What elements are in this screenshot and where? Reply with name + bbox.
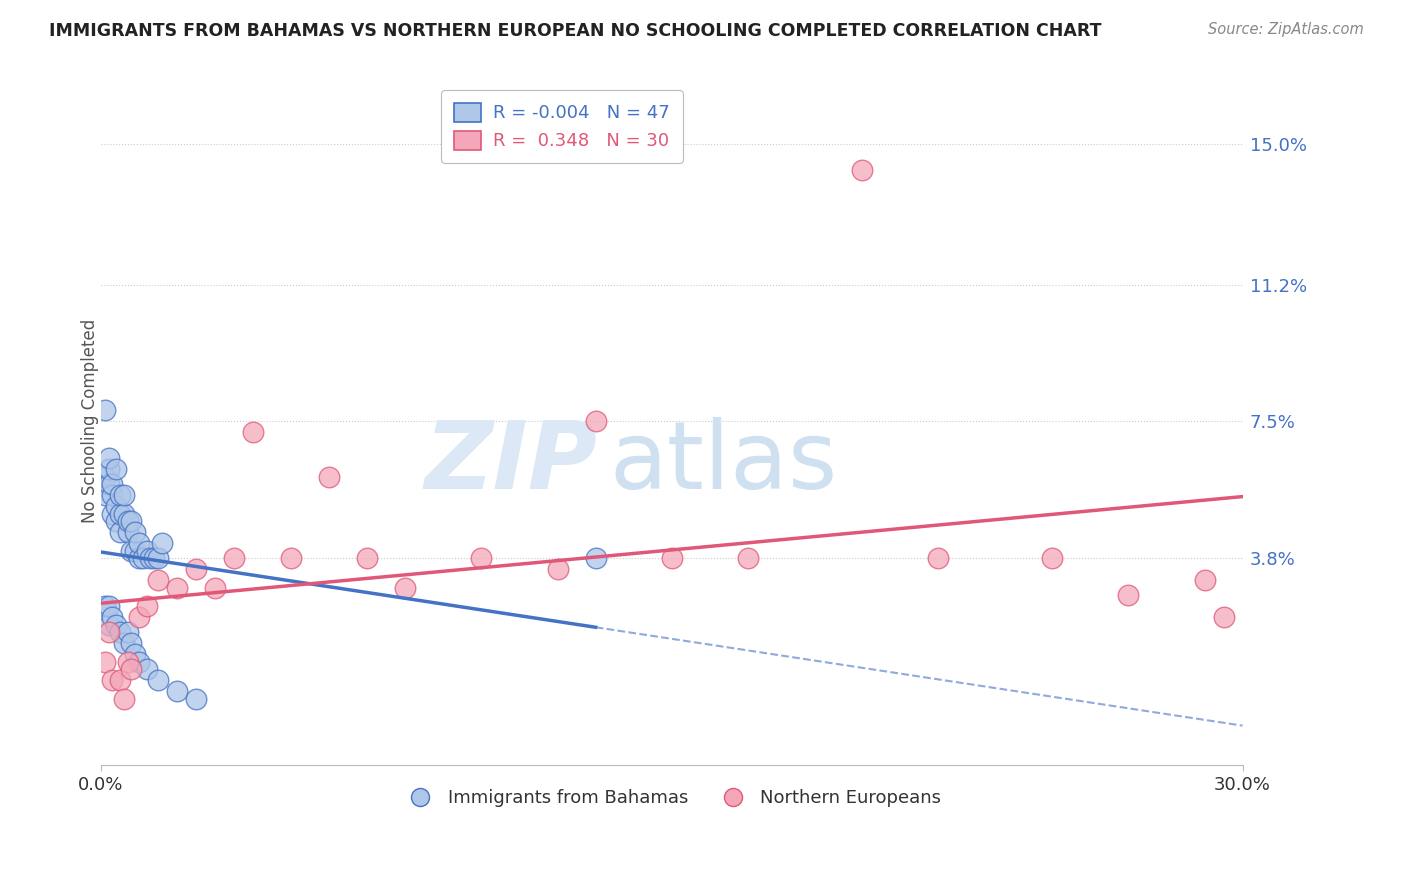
Point — [132, 551, 155, 566]
Point — [166, 581, 188, 595]
Point — [120, 543, 142, 558]
Point — [108, 525, 131, 540]
Point — [135, 662, 157, 676]
Point — [135, 599, 157, 614]
Point — [97, 462, 120, 476]
Point — [1118, 588, 1140, 602]
Point — [97, 617, 120, 632]
Point — [120, 636, 142, 650]
Point — [124, 647, 146, 661]
Point — [318, 470, 340, 484]
Point — [280, 551, 302, 566]
Point — [117, 525, 139, 540]
Point — [1194, 574, 1216, 588]
Point — [184, 691, 207, 706]
Point — [124, 525, 146, 540]
Point — [97, 625, 120, 640]
Point — [224, 551, 246, 566]
Point — [94, 403, 117, 417]
Text: IMMIGRANTS FROM BAHAMAS VS NORTHERN EUROPEAN NO SCHOOLING COMPLETED CORRELATION : IMMIGRANTS FROM BAHAMAS VS NORTHERN EURO… — [49, 22, 1102, 40]
Point — [146, 574, 169, 588]
Point — [146, 673, 169, 688]
Point — [101, 507, 124, 521]
Point — [204, 581, 226, 595]
Text: atlas: atlas — [609, 417, 837, 508]
Point — [117, 625, 139, 640]
Point — [128, 551, 150, 566]
Point — [97, 451, 120, 466]
Point — [124, 543, 146, 558]
Point — [105, 617, 128, 632]
Point — [547, 562, 569, 576]
Point — [661, 551, 683, 566]
Point — [927, 551, 949, 566]
Point — [143, 551, 166, 566]
Point — [94, 655, 117, 669]
Point — [128, 655, 150, 669]
Point — [1040, 551, 1063, 566]
Point — [120, 514, 142, 528]
Point — [120, 662, 142, 676]
Point — [135, 543, 157, 558]
Point — [94, 599, 117, 614]
Point — [105, 514, 128, 528]
Point — [112, 691, 135, 706]
Point — [1212, 610, 1234, 624]
Point — [128, 610, 150, 624]
Point — [108, 625, 131, 640]
Point — [184, 562, 207, 576]
Point — [585, 414, 607, 428]
Point — [101, 488, 124, 502]
Point — [101, 477, 124, 491]
Point — [150, 536, 173, 550]
Point — [470, 551, 492, 566]
Point — [128, 536, 150, 550]
Point — [356, 551, 378, 566]
Point — [585, 551, 607, 566]
Point — [94, 470, 117, 484]
Point — [112, 507, 135, 521]
Y-axis label: No Schooling Completed: No Schooling Completed — [82, 319, 98, 524]
Point — [108, 488, 131, 502]
Point — [737, 551, 759, 566]
Point — [394, 581, 416, 595]
Point — [94, 488, 117, 502]
Text: Source: ZipAtlas.com: Source: ZipAtlas.com — [1208, 22, 1364, 37]
Point — [166, 684, 188, 698]
Point — [139, 551, 162, 566]
Point — [108, 507, 131, 521]
Point — [101, 673, 124, 688]
Point — [242, 425, 264, 440]
Point — [108, 673, 131, 688]
Text: ZIP: ZIP — [425, 417, 598, 508]
Point — [101, 610, 124, 624]
Point — [105, 500, 128, 514]
Legend: Immigrants from Bahamas, Northern Europeans: Immigrants from Bahamas, Northern Europe… — [395, 782, 949, 814]
Point — [851, 162, 873, 177]
Point — [97, 599, 120, 614]
Point — [146, 551, 169, 566]
Point — [112, 636, 135, 650]
Point — [117, 514, 139, 528]
Point — [97, 477, 120, 491]
Point — [105, 462, 128, 476]
Point — [117, 655, 139, 669]
Point — [112, 488, 135, 502]
